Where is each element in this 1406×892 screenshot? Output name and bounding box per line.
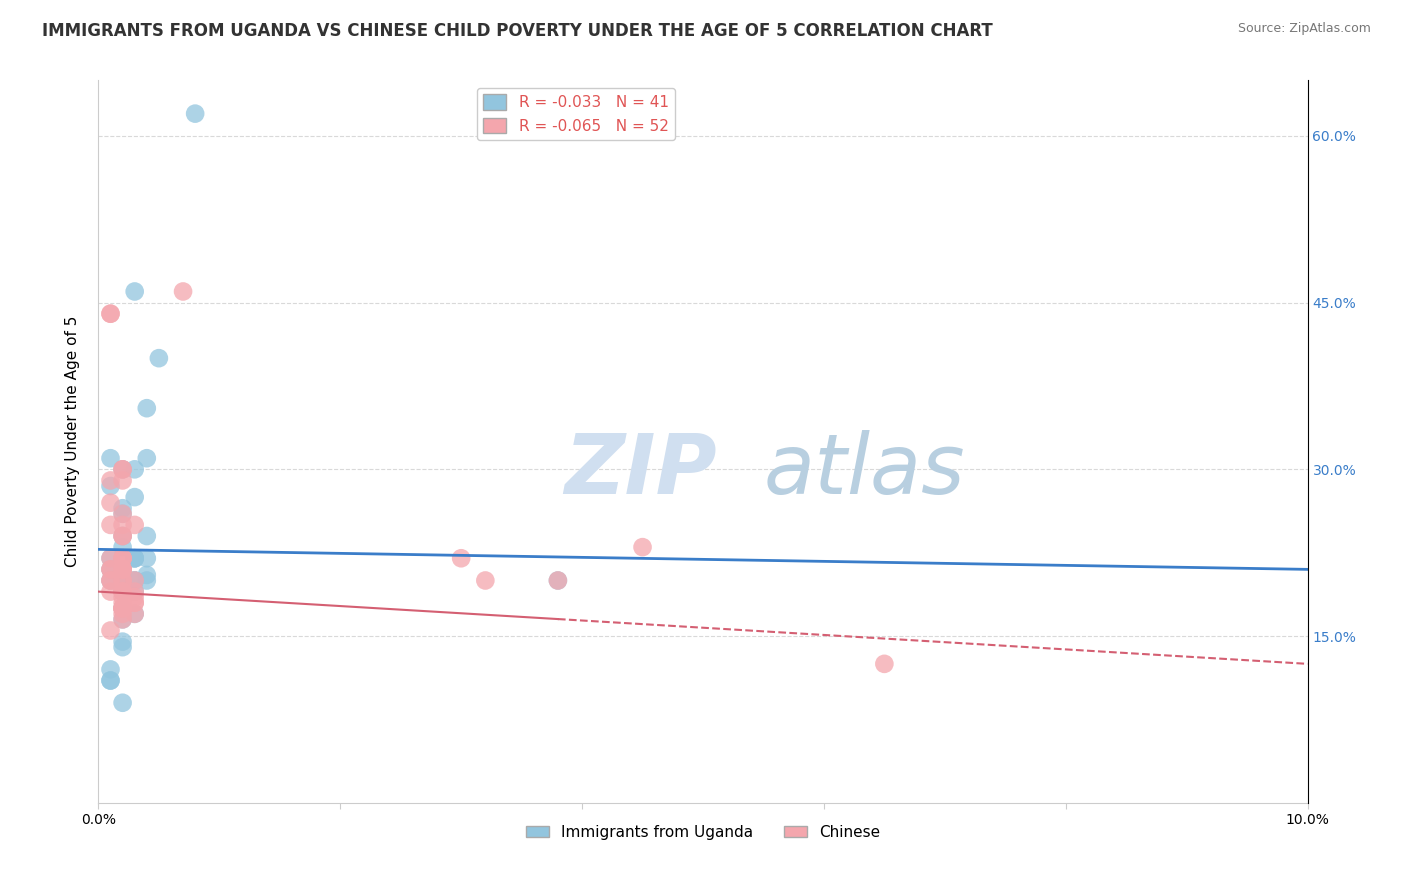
Point: [100, 673, 122, 688]
Point: [111, 462, 134, 476]
Point: [100, 479, 122, 493]
Point: [111, 462, 134, 476]
Point: [111, 607, 134, 621]
Point: [135, 574, 157, 588]
Point: [111, 584, 134, 599]
Point: [111, 462, 134, 476]
Point: [111, 574, 134, 588]
Point: [124, 574, 146, 588]
Point: [111, 612, 134, 626]
Point: [111, 601, 134, 615]
Point: [111, 584, 134, 599]
Point: [100, 662, 122, 676]
Point: [124, 596, 146, 610]
Point: [111, 562, 134, 576]
Point: [124, 551, 146, 566]
Point: [111, 551, 134, 566]
Point: [124, 607, 146, 621]
Point: [111, 562, 134, 576]
Point: [100, 496, 122, 510]
Point: [100, 584, 122, 599]
Point: [124, 285, 146, 299]
Point: [124, 584, 146, 599]
Point: [111, 584, 134, 599]
Point: [124, 517, 146, 532]
Point: [631, 540, 654, 554]
Point: [111, 562, 134, 576]
Point: [111, 696, 134, 710]
Point: [184, 106, 207, 120]
Text: IMMIGRANTS FROM UGANDA VS CHINESE CHILD POVERTY UNDER THE AGE OF 5 CORRELATION C: IMMIGRANTS FROM UGANDA VS CHINESE CHILD …: [42, 22, 993, 40]
Point: [111, 574, 134, 588]
Point: [111, 540, 134, 554]
Point: [124, 574, 146, 588]
Point: [124, 607, 146, 621]
Point: [111, 507, 134, 521]
Point: [111, 590, 134, 604]
Point: [124, 596, 146, 610]
Point: [100, 673, 122, 688]
Point: [100, 562, 122, 576]
Point: [100, 307, 122, 321]
Point: [111, 529, 134, 543]
Point: [124, 490, 146, 504]
Point: [474, 574, 496, 588]
Point: [100, 517, 122, 532]
Point: [135, 451, 157, 466]
Point: [547, 574, 569, 588]
Point: [148, 351, 170, 366]
Point: [111, 562, 134, 576]
Point: [547, 574, 569, 588]
Point: [111, 562, 134, 576]
Point: [111, 640, 134, 655]
Point: [124, 551, 146, 566]
Point: [124, 462, 146, 476]
Point: [100, 562, 122, 576]
Point: [135, 551, 157, 566]
Point: [100, 451, 122, 466]
Point: [100, 624, 122, 638]
Point: [873, 657, 896, 671]
Point: [111, 601, 134, 615]
Point: [111, 584, 134, 599]
Point: [111, 574, 134, 588]
Point: [111, 612, 134, 626]
Point: [135, 401, 157, 416]
Point: [100, 551, 122, 566]
Point: [111, 601, 134, 615]
Point: [111, 551, 134, 566]
Point: [100, 474, 122, 488]
Point: [111, 551, 134, 566]
Point: [100, 562, 122, 576]
Point: [111, 517, 134, 532]
Point: [450, 551, 472, 566]
Point: [111, 568, 134, 582]
Point: [124, 551, 146, 566]
Legend: Immigrants from Uganda, Chinese: Immigrants from Uganda, Chinese: [520, 819, 886, 846]
Y-axis label: Child Poverty Under the Age of 5: Child Poverty Under the Age of 5: [65, 316, 80, 567]
Point: [111, 474, 134, 488]
Point: [111, 501, 134, 516]
Point: [124, 584, 146, 599]
Point: [124, 574, 146, 588]
Point: [100, 574, 122, 588]
Text: ZIP: ZIP: [564, 430, 717, 511]
Point: [135, 568, 157, 582]
Text: atlas: atlas: [763, 430, 965, 511]
Point: [111, 529, 134, 543]
Point: [111, 507, 134, 521]
Point: [111, 529, 134, 543]
Point: [100, 551, 122, 566]
Point: [124, 590, 146, 604]
Point: [100, 574, 122, 588]
Point: [111, 601, 134, 615]
Text: Source: ZipAtlas.com: Source: ZipAtlas.com: [1237, 22, 1371, 36]
Point: [111, 596, 134, 610]
Point: [135, 529, 157, 543]
Point: [100, 307, 122, 321]
Point: [111, 601, 134, 615]
Point: [111, 634, 134, 648]
Point: [172, 285, 194, 299]
Point: [100, 574, 122, 588]
